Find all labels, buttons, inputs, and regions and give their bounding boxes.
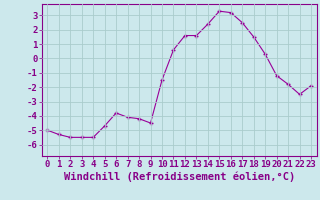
X-axis label: Windchill (Refroidissement éolien,°C): Windchill (Refroidissement éolien,°C) [64, 172, 295, 182]
